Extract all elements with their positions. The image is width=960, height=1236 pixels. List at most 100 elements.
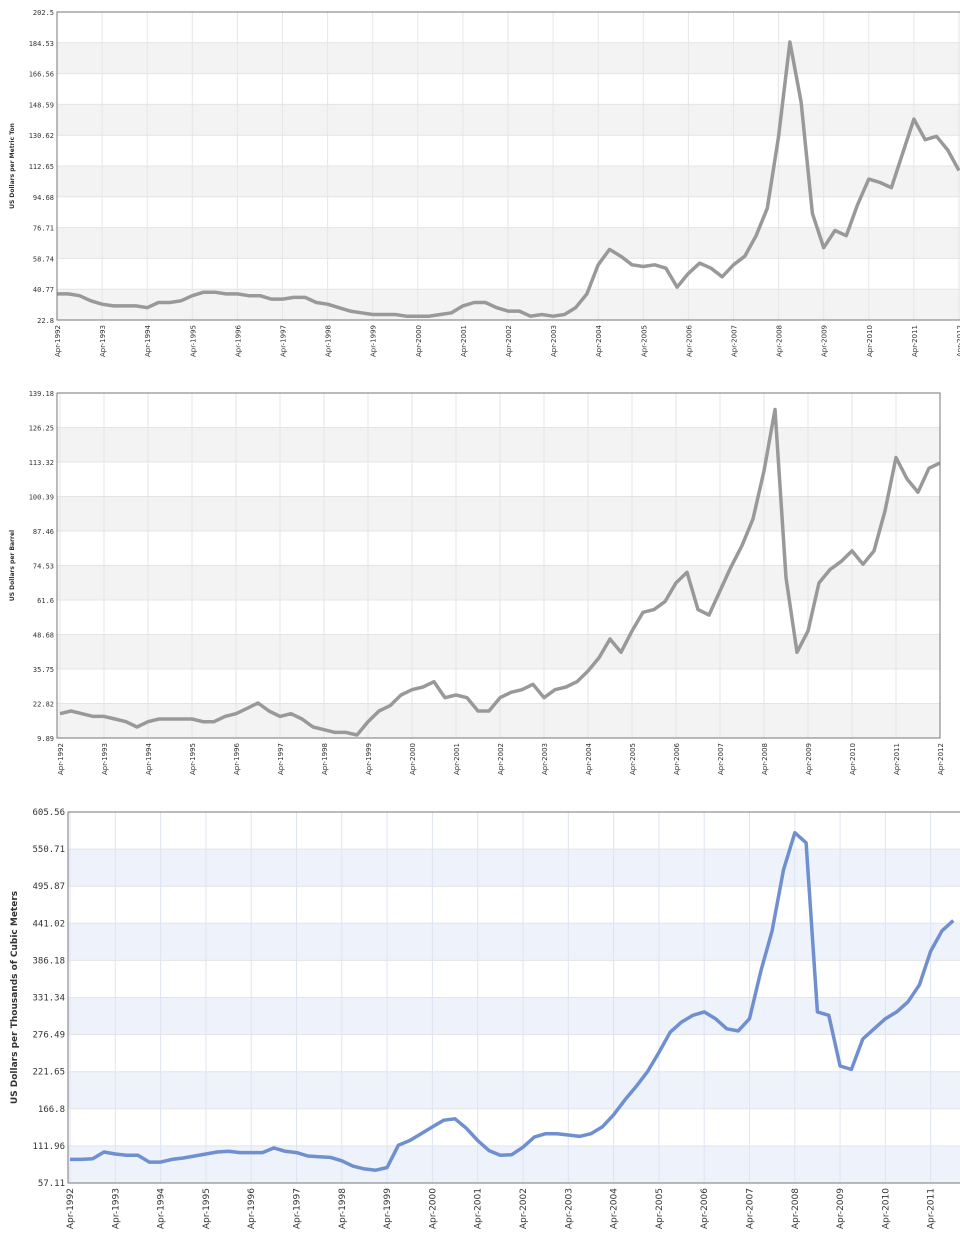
y-tick-label: 184.53 xyxy=(29,40,54,48)
x-tick-label: Apr-2007 xyxy=(746,1188,756,1229)
x-tick-label: Apr-2010 xyxy=(866,325,874,357)
y-tick-label: 166.8 xyxy=(38,1105,65,1115)
x-tick-label: Apr-2003 xyxy=(550,325,558,357)
x-tick-label: Apr-1999 xyxy=(383,1188,393,1229)
plot-frame xyxy=(56,11,960,321)
y-tick-label: 87.46 xyxy=(33,528,54,536)
grid-band xyxy=(57,427,940,463)
y-tick-label: 112.65 xyxy=(29,163,54,171)
x-tick-label: Apr-1994 xyxy=(144,324,152,357)
grid-band xyxy=(68,849,960,887)
x-tick-label: Apr-1993 xyxy=(101,743,109,775)
line-group xyxy=(57,40,960,318)
chart: Apr-1992 Apr-1993 Apr-1994 Apr-1995 Apr-1996… xyxy=(9,390,945,775)
y-tick-label: 130.62 xyxy=(29,132,54,140)
x-tick-label: Apr-1992 xyxy=(66,1188,76,1229)
y-tick-label: 331.34 xyxy=(32,993,65,1003)
x-tick-label: Apr-2000 xyxy=(415,325,423,357)
x-tick-label: Apr-2000 xyxy=(409,743,417,775)
x-tick-label: Apr-2002 xyxy=(505,325,513,357)
x-tick-label: Apr-1996 xyxy=(233,742,241,775)
x-tick-label: Apr-2003 xyxy=(564,1188,574,1229)
x-tick-label: Apr-2001 xyxy=(460,325,468,357)
y-tick-label: 94.68 xyxy=(33,194,54,202)
x-tick-label: Apr-2001 xyxy=(474,1188,484,1229)
x-tick-label: Apr-2006 xyxy=(700,1188,710,1229)
x-tick-label: Apr-1995 xyxy=(189,743,197,775)
x-tick-label: Apr-1992 xyxy=(54,325,62,357)
line-group xyxy=(59,407,940,737)
chart: Apr-1992 Apr-1993 Apr-1994 Apr-1995 Apr-1996… xyxy=(10,808,960,1229)
x-tick-label: Apr-2008 xyxy=(761,743,769,775)
x-tick-label: Apr-1995 xyxy=(202,1188,212,1229)
y-tick-label: 48.68 xyxy=(33,631,54,639)
y-tick-label: 386.18 xyxy=(32,956,65,966)
y-tick-label: 111.96 xyxy=(32,1142,65,1152)
x-tick-label: Apr-2000 xyxy=(428,1188,438,1229)
x-tick-label: Apr-2011 xyxy=(893,743,901,775)
x-tick-label: Apr-2009 xyxy=(821,325,829,357)
y-tick-label: 61.6 xyxy=(37,597,54,605)
x-tick-label: Apr-2007 xyxy=(717,743,725,775)
x-tick-label: Apr-2009 xyxy=(836,1188,846,1229)
y-tick-label: 166.56 xyxy=(29,71,54,79)
grid-band xyxy=(57,565,940,601)
y-axis-label: US Dollars per Metric Ton xyxy=(9,123,16,209)
x-tick-label: Apr-1992 xyxy=(57,743,65,775)
x-tick-label: Apr-2010 xyxy=(881,1188,891,1229)
grid-band xyxy=(68,997,960,1035)
y-tick-label: 148.59 xyxy=(29,101,54,109)
x-tick-label: Apr-2004 xyxy=(585,742,593,775)
grid-band xyxy=(68,923,960,961)
x-tick-label: Apr-2005 xyxy=(640,325,648,357)
x-tick-label: Apr-2011 xyxy=(911,325,919,357)
x-tick-label: Apr-2007 xyxy=(731,325,739,357)
x-tick-label: Apr-2006 xyxy=(685,324,693,357)
y-tick-label: 9.89 xyxy=(37,735,54,743)
y-tick-label: 221.65 xyxy=(32,1068,65,1078)
y-tick-label: 76.71 xyxy=(33,225,54,233)
x-tick-label: Apr-2003 xyxy=(541,743,549,775)
y-tick-label: 57.11 xyxy=(38,1179,65,1189)
x-tick-label: Apr-2012 xyxy=(937,743,945,775)
grid-band xyxy=(57,634,940,669)
plot-frame xyxy=(67,811,960,1184)
x-tick-label: Apr-2011 xyxy=(927,1188,937,1229)
y-tick-label: 113.32 xyxy=(29,459,54,467)
y-tick-label: 441.02 xyxy=(32,919,65,929)
x-tick-label: Apr-2012 xyxy=(956,325,960,357)
y-tick-label: 22.8 xyxy=(37,317,54,325)
y-tick-label: 22.82 xyxy=(33,700,54,708)
grid-band xyxy=(57,496,940,532)
y-tick-label: 550.71 xyxy=(32,845,65,855)
x-tick-label: Apr-1999 xyxy=(365,743,373,775)
x-tick-label: Apr-1997 xyxy=(277,743,285,775)
y-axis-label: US Dollars per Thousands of Cubic Meters xyxy=(10,891,20,1104)
x-tick-label: Apr-1996 xyxy=(247,1188,257,1229)
x-tick-label: Apr-2004 xyxy=(595,324,603,357)
x-tick-label: Apr-1994 xyxy=(145,742,153,775)
y-tick-label: 139.18 xyxy=(29,390,54,398)
x-tick-label: Apr-1994 xyxy=(157,1188,167,1229)
x-tick-label: Apr-1997 xyxy=(293,1188,303,1229)
y-tick-label: 495.87 xyxy=(32,882,65,892)
x-tick-label: Apr-1996 xyxy=(234,324,242,357)
x-tick-label: Apr-1999 xyxy=(370,325,378,357)
x-tick-label: Apr-2006 xyxy=(673,742,681,775)
x-tick-label: Apr-2002 xyxy=(497,743,505,775)
x-tick-label: Apr-1993 xyxy=(99,325,107,357)
y-tick-label: 58.74 xyxy=(33,255,54,263)
y-tick-label: 35.75 xyxy=(33,666,54,674)
x-tick-label: Apr-2009 xyxy=(805,743,813,775)
data-line xyxy=(70,830,955,1172)
x-tick-label: Apr-1997 xyxy=(280,325,288,357)
y-tick-label: 100.39 xyxy=(29,494,54,502)
y-axis-label: US Dollars per Barrel xyxy=(9,530,16,601)
x-tick-label: Apr-1998 xyxy=(321,743,329,775)
x-tick-label: Apr-2010 xyxy=(849,743,857,775)
y-tick-label: 74.53 xyxy=(33,563,54,571)
x-tick-label: Apr-2002 xyxy=(519,1188,529,1229)
data-line xyxy=(59,407,940,737)
